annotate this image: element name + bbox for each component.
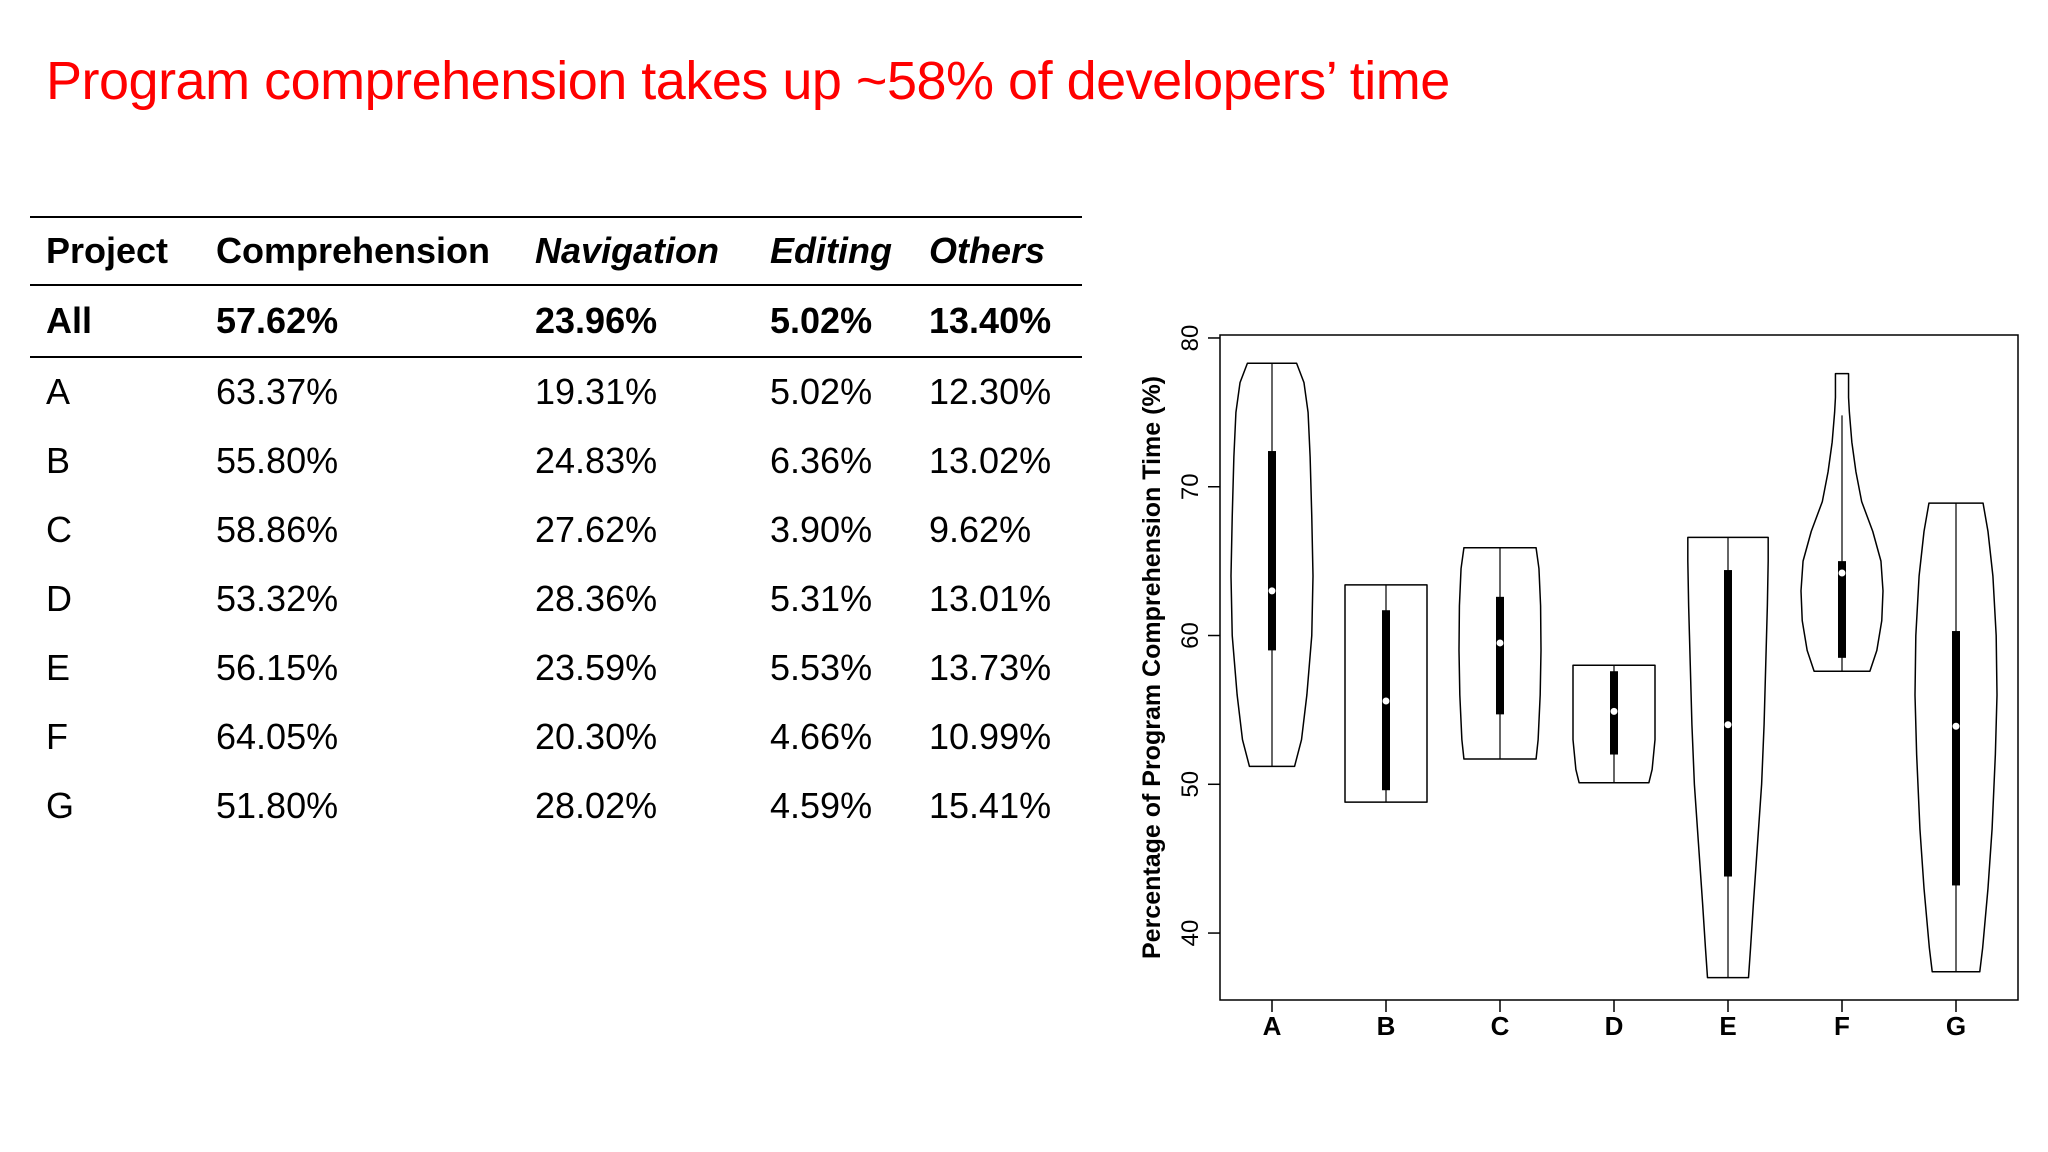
cell-project: D <box>46 577 72 619</box>
header-comprehension: Comprehension <box>216 230 491 271</box>
cell-project: A <box>46 371 71 412</box>
cell-editing: 6.36% <box>770 439 873 481</box>
median-point <box>1952 722 1960 730</box>
table-total-row: All 57.62% 23.96% 5.02% 13.40% <box>30 285 1082 357</box>
cell-editing: 4.59% <box>770 784 873 826</box>
y-tick-label: 50 <box>1177 771 1204 798</box>
median-point <box>1268 587 1276 595</box>
cell-project: C <box>46 508 72 550</box>
median-point <box>1838 569 1846 577</box>
plot-frame <box>1219 334 2019 1001</box>
x-tick-label: D <box>1605 1011 1624 1041</box>
cell-others: 13.01% <box>929 577 1052 619</box>
header-navigation: Navigation <box>535 230 720 271</box>
cell-navigation: 19.31% <box>535 371 658 412</box>
y-tick-label: 70 <box>1177 473 1204 500</box>
cell-others: 13.40% <box>929 300 1052 341</box>
iqr-box <box>1952 631 1960 886</box>
x-tick-label: A <box>1263 1011 1282 1041</box>
violin-A <box>1230 362 1314 768</box>
cell-navigation: 23.96% <box>535 300 658 341</box>
results-table: Project Comprehension Navigation Editing… <box>30 216 1082 840</box>
iqr-box <box>1838 561 1846 658</box>
cell-others: 13.02% <box>929 439 1052 481</box>
cell-editing: 3.90% <box>770 508 873 550</box>
table-row: E 56.15% 23.59% 5.53% 13.73% <box>30 633 1082 702</box>
violin-E <box>1687 536 1769 979</box>
cell-project: F <box>46 715 68 757</box>
table-row: G 51.80% 28.02% 4.59% 15.41% <box>30 771 1082 840</box>
header-project: Project <box>46 230 169 271</box>
iqr-box <box>1268 451 1276 651</box>
table-header-row: Project Comprehension Navigation Editing… <box>30 217 1082 285</box>
cell-project: B <box>46 439 71 481</box>
cell-others: 13.73% <box>929 646 1052 688</box>
cell-others: 12.30% <box>929 371 1052 412</box>
cell-comprehension: 63.37% <box>216 371 339 412</box>
violin-C <box>1458 546 1542 760</box>
table-row: F 64.05% 20.30% 4.66% 10.99% <box>30 702 1082 771</box>
x-tick-label: F <box>1834 1011 1850 1041</box>
cell-navigation: 20.30% <box>535 715 658 757</box>
violin-chart: 40 50 60 70 80 Percentage of Program Comprehe… <box>1138 325 2019 1041</box>
cell-comprehension: 57.62% <box>216 300 339 341</box>
median-point <box>1382 697 1390 705</box>
cell-navigation: 24.83% <box>535 439 658 481</box>
cell-others: 9.62% <box>929 508 1032 550</box>
median-point <box>1724 721 1732 729</box>
cell-navigation: 28.36% <box>535 577 658 619</box>
cell-editing: 5.31% <box>770 577 873 619</box>
x-tick-label: B <box>1377 1011 1396 1041</box>
table-row: D 53.32% 28.36% 5.31% 13.01% <box>30 564 1082 633</box>
iqr-box <box>1496 596 1504 715</box>
header-editing: Editing <box>770 230 892 271</box>
cell-navigation: 28.02% <box>535 784 658 826</box>
cell-comprehension: 58.86% <box>216 508 339 550</box>
table-row: B 55.80% 24.83% 6.36% 13.02% <box>30 426 1082 495</box>
cell-navigation: 27.62% <box>535 508 658 550</box>
cell-project: G <box>46 784 75 826</box>
y-axis-label: Percentage of Program Comprehension Time… <box>1138 376 1166 959</box>
median-point <box>1610 707 1618 715</box>
cell-editing: 5.02% <box>770 300 873 341</box>
cell-comprehension: 53.32% <box>216 577 339 619</box>
cell-comprehension: 64.05% <box>216 715 339 757</box>
x-tick-label: C <box>1491 1011 1510 1041</box>
cell-editing: 5.53% <box>770 646 873 688</box>
violin-B <box>1344 584 1428 803</box>
cell-others: 10.99% <box>929 715 1052 757</box>
header-others: Others <box>929 230 1046 271</box>
cell-project: All <box>46 300 93 341</box>
cell-project: E <box>46 646 71 688</box>
violin-D <box>1572 664 1656 784</box>
cell-comprehension: 56.15% <box>216 646 339 688</box>
median-point <box>1496 639 1504 647</box>
x-tick-label: E <box>1719 1011 1736 1041</box>
violin-G <box>1914 502 1998 973</box>
y-tick-label: 80 <box>1177 325 1204 352</box>
x-tick-label: G <box>1946 1011 1966 1041</box>
cell-comprehension: 51.80% <box>216 784 339 826</box>
cell-others: 15.41% <box>929 784 1052 826</box>
cell-navigation: 23.59% <box>535 646 658 688</box>
slide-title: Program comprehension takes up ~58% of d… <box>46 51 1450 111</box>
violin-F <box>1800 372 1884 672</box>
cell-editing: 5.02% <box>770 371 873 412</box>
y-tick-label: 60 <box>1177 622 1204 649</box>
cell-comprehension: 55.80% <box>216 439 339 481</box>
y-tick-label: 40 <box>1177 920 1204 947</box>
cell-editing: 4.66% <box>770 715 873 757</box>
table-row: A 63.37% 19.31% 5.02% 12.30% <box>30 357 1082 426</box>
table-row: C 58.86% 27.62% 3.90% 9.62% <box>30 495 1082 564</box>
